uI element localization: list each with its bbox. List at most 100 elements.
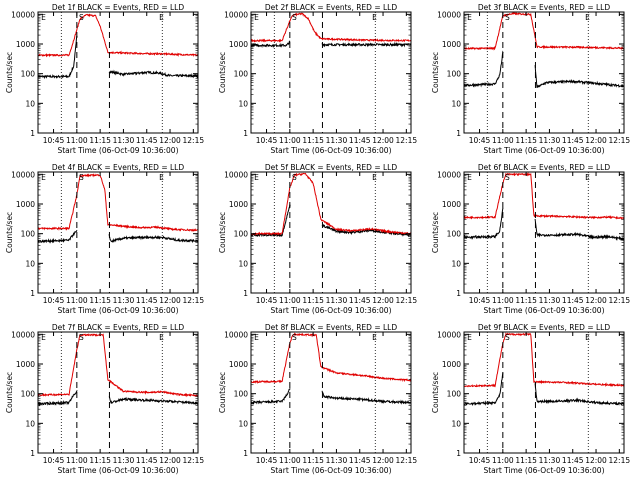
marker-label-s: S: [79, 13, 84, 22]
y-axis-label: Counts/sec: [5, 372, 14, 413]
x-axis-label: Start Time (06-Oct-09 10:36:00): [270, 466, 391, 475]
panel-title: Det 5f BLACK = Events, RED = LLD: [265, 163, 398, 172]
x-tick-label: 11:30: [326, 136, 348, 145]
marker-label-e: E: [159, 173, 164, 182]
x-tick-label: 10:45: [43, 456, 65, 465]
x-tick-label: 12:15: [609, 296, 631, 305]
marker-label-s: S: [505, 173, 510, 182]
y-tick-label: 10: [451, 259, 461, 268]
x-tick-label: 12:00: [159, 456, 181, 465]
y-tick-label: 1: [456, 289, 461, 298]
x-tick-label: 12:15: [396, 456, 418, 465]
x-tick-label: 10:45: [469, 136, 491, 145]
y-tick-label: 100: [234, 390, 249, 399]
x-tick-label: 12:00: [585, 296, 607, 305]
x-tick-label: 11:45: [349, 296, 371, 305]
marker-label-e: E: [254, 13, 259, 22]
plot-frame: [250, 171, 412, 294]
y-tick-label: 100: [21, 70, 36, 79]
y-tick-label: 1000: [442, 200, 461, 209]
marker-label-e: E: [159, 333, 164, 342]
y-tick-label: 10000: [224, 170, 248, 179]
x-tick-label: 12:15: [396, 296, 418, 305]
y-tick-label: 1000: [16, 360, 35, 369]
events-series-line: [463, 372, 625, 407]
plot-frame: [37, 171, 199, 294]
y-tick-label: 10: [451, 99, 461, 108]
marker-label-s: S: [79, 333, 84, 342]
x-tick-label: 11:45: [349, 456, 371, 465]
x-tick-label: 11:30: [113, 456, 135, 465]
lld-series-line: [463, 332, 625, 388]
y-tick-label: 10000: [11, 330, 35, 339]
x-tick-label: 12:15: [396, 136, 418, 145]
x-tick-label: 12:15: [183, 296, 205, 305]
y-tick-label: 1000: [229, 360, 248, 369]
x-tick-label: 10:45: [256, 136, 278, 145]
x-tick-label: 11:15: [89, 456, 111, 465]
y-tick-label: 10000: [437, 330, 461, 339]
x-tick-label: 12:00: [372, 296, 394, 305]
x-tick-label: 12:15: [609, 456, 631, 465]
y-tick-label: 1: [243, 129, 248, 138]
x-axis-label: Start Time (06-Oct-09 10:36:00): [483, 146, 604, 155]
x-tick-label: 11:00: [279, 136, 301, 145]
y-tick-label: 1: [30, 289, 35, 298]
panel-title: Det 7f BLACK = Events, RED = LLD: [52, 323, 185, 332]
x-tick-label: 11:45: [562, 136, 584, 145]
marker-label-e: E: [41, 333, 46, 342]
y-axis-label: Counts/sec: [5, 52, 14, 93]
x-tick-label: 11:30: [326, 456, 348, 465]
y-tick-label: 100: [234, 70, 249, 79]
panel-title: Det 2f BLACK = Events, RED = LLD: [265, 3, 398, 12]
x-tick-label: 10:45: [256, 456, 278, 465]
x-tick-label: 11:00: [66, 456, 88, 465]
x-tick-label: 11:15: [89, 136, 111, 145]
x-tick-label: 12:15: [183, 456, 205, 465]
x-tick-label: 12:00: [372, 456, 394, 465]
y-tick-label: 10: [451, 419, 461, 428]
marker-label-e: E: [467, 173, 472, 182]
events-series-line: [37, 229, 199, 244]
y-axis-label: Counts/sec: [218, 52, 227, 93]
x-tick-label: 11:30: [539, 136, 561, 145]
events-series-line: [250, 388, 412, 405]
plot-frame: [250, 11, 412, 134]
y-tick-label: 1: [30, 129, 35, 138]
x-tick-label: 11:00: [279, 456, 301, 465]
x-axis-label: Start Time (06-Oct-09 10:36:00): [483, 306, 604, 315]
x-tick-label: 10:45: [256, 296, 278, 305]
y-tick-label: 10: [238, 419, 248, 428]
x-tick-label: 11:45: [136, 456, 158, 465]
x-tick-label: 11:30: [113, 136, 135, 145]
lld-series-line: [250, 172, 412, 236]
plot-frame: [463, 171, 625, 294]
x-tick-label: 10:45: [469, 296, 491, 305]
y-axis-label: Counts/sec: [5, 212, 14, 253]
y-tick-label: 1: [243, 449, 248, 458]
x-tick-label: 11:15: [89, 296, 111, 305]
lld-series-line: [250, 12, 412, 43]
panel-title: Det 9f BLACK = Events, RED = LLD: [478, 323, 611, 332]
x-tick-label: 11:15: [302, 456, 324, 465]
plot-frame: [37, 331, 199, 454]
marker-label-s: S: [292, 173, 297, 182]
y-tick-label: 10: [25, 99, 35, 108]
y-tick-label: 10: [25, 419, 35, 428]
events-series-line: [37, 390, 199, 407]
y-tick-label: 10000: [437, 10, 461, 19]
marker-label-e: E: [467, 333, 472, 342]
x-tick-label: 12:00: [159, 136, 181, 145]
y-tick-label: 1000: [229, 40, 248, 49]
panel-title: Det 3f BLACK = Events, RED = LLD: [478, 3, 611, 12]
marker-label-e: E: [159, 13, 164, 22]
panel-title: Det 6f BLACK = Events, RED = LLD: [478, 163, 611, 172]
y-tick-label: 1: [30, 449, 35, 458]
x-tick-label: 12:15: [183, 136, 205, 145]
x-tick-label: 12:00: [585, 456, 607, 465]
events-series-line: [463, 50, 625, 88]
